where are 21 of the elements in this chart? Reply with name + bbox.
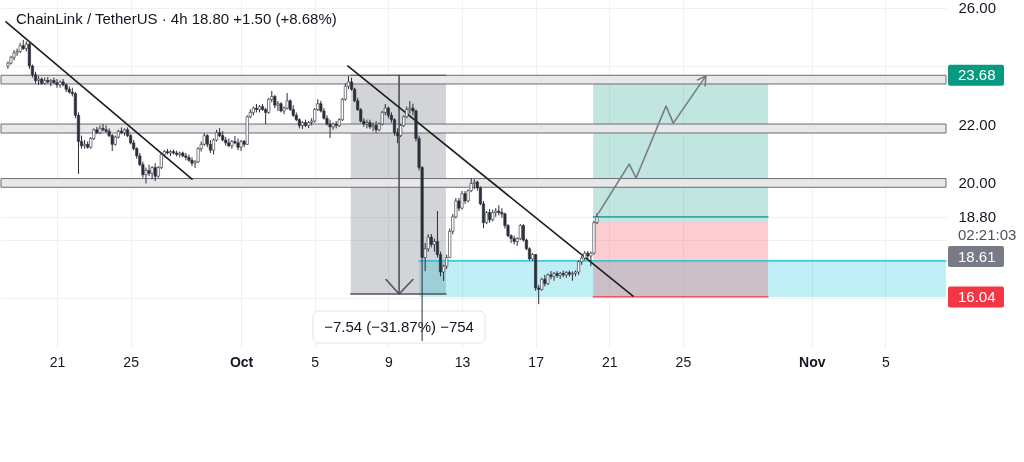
x-tick-label: 5 [311,353,320,370]
x-tick-label: 21 [49,353,66,370]
y-tick-label: 22.00 [958,115,997,133]
x-tick-label: 13 [454,353,471,370]
y-tick-label: 26.00 [958,0,997,17]
annotation: 23.68 [958,66,996,84]
x-tick-label: 5 [882,353,890,370]
y-tick-label: 18.80 [958,208,997,226]
annotation: 16.04 [958,287,996,305]
x-tick-label: 25 [123,353,140,370]
x-tick-label: 21 [601,353,618,370]
annotation: −7.54 (−31.87%) −754 [324,318,474,336]
y-tick-label: 20.00 [958,173,997,191]
x-tick-label: 17 [528,353,545,370]
x-tick-label: Oct [229,353,254,370]
text: ChainLink / TetherUS · 4h 18.80 +1.50 (+8.68%) [16,10,337,27]
x-tick-label: 25 [675,353,692,370]
x-tick-label: 9 [384,353,393,370]
text: 18.61 [958,247,996,265]
x-tick-label: Nov [799,353,826,370]
text: 02:21:03 [958,225,1017,243]
